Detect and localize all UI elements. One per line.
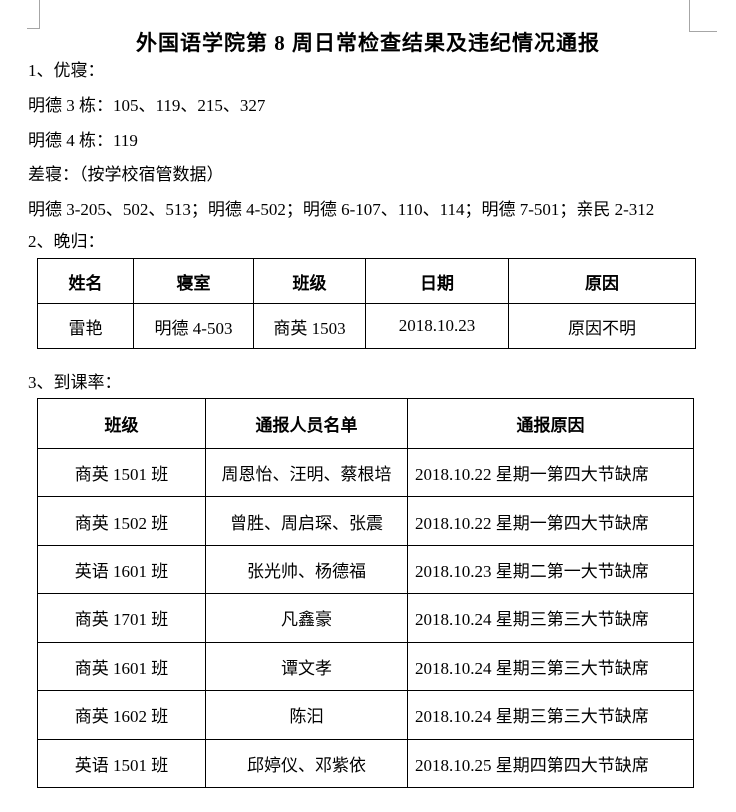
table-cell: 凡鑫豪 (205, 593, 408, 643)
table-cell: 2018.10.24 星期三第三大节缺席 (407, 641, 694, 692)
page-margin-mark-top-right (689, 0, 717, 32)
table-row: 商英 1502 班 曾胜、周启琛、张震 2018.10.22 星期一第四大节缺席 (37, 496, 694, 546)
attendance-header-row: 班级 通报人员名单 通报原因 (37, 398, 694, 449)
table-header-cell: 寝室 (133, 258, 254, 304)
table-row: 英语 1601 班 张光帅、杨德福 2018.10.23 星期二第一大节缺席 (37, 544, 694, 595)
table-cell: 商英 1501 班 (37, 447, 206, 498)
page-margin-mark-top-left (27, 0, 40, 29)
poor-dorms-list: 明德 3-205、502、513；明德 4-502；明德 6-107、110、1… (28, 200, 655, 219)
table-cell: 2018.10.23 (365, 303, 509, 349)
table-header-cell: 班级 (37, 398, 206, 449)
poor-dorms-heading: 差寝：（按学校宿管数据） (28, 165, 224, 184)
document-title: 外国语学院第 8 周日常检查结果及违纪情况通报 (136, 31, 600, 55)
table-header-cell: 原因 (508, 258, 696, 304)
table-header-cell: 通报原因 (407, 398, 694, 449)
table-cell: 原因不明 (508, 303, 696, 349)
table-cell: 邱婷仪、邓紫依 (205, 738, 408, 789)
table-cell: 2018.10.24 星期三第三大节缺席 (407, 690, 694, 740)
table-cell: 商英 1601 班 (37, 641, 206, 692)
table-row: 英语 1501 班 邱婷仪、邓紫依 2018.10.25 星期四第四大节缺席 (37, 738, 694, 789)
table-row: 商英 1701 班 凡鑫豪 2018.10.24 星期三第三大节缺席 (37, 593, 694, 643)
table-cell: 商英 1602 班 (37, 690, 206, 740)
table-cell: 明德 4-503 (133, 303, 254, 349)
section-3-heading: 3、到课率： (28, 373, 122, 392)
table-cell: 2018.10.23 星期二第一大节缺席 (407, 544, 694, 595)
table-cell: 商英 1701 班 (37, 593, 206, 643)
table-cell: 张光帅、杨德福 (205, 544, 408, 595)
table-row: 商英 1501 班 周恩怡、汪明、蔡根培 2018.10.22 星期一第四大节缺… (37, 447, 694, 498)
table-cell: 曾胜、周启琛、张震 (205, 496, 408, 546)
table-header-cell: 姓名 (37, 258, 134, 304)
section-1-heading: 1、优寝： (28, 61, 105, 80)
excellent-dorms-mingde4: 明德 4 栋：119 (28, 131, 138, 150)
late-return-header-row: 姓名 寝室 班级 日期 原因 (37, 258, 696, 304)
table-cell: 英语 1601 班 (37, 544, 206, 595)
attendance-table: 班级 通报人员名单 通报原因 商英 1501 班 周恩怡、汪明、蔡根培 2018… (37, 398, 694, 789)
table-row: 商英 1602 班 陈汩 2018.10.24 星期三第三大节缺席 (37, 690, 694, 740)
table-cell: 2018.10.22 星期一第四大节缺席 (407, 496, 694, 546)
table-header-cell: 日期 (365, 258, 509, 304)
table-cell: 周恩怡、汪明、蔡根培 (205, 447, 408, 498)
excellent-dorms-mingde3: 明德 3 栋：105、119、215、327 (28, 96, 266, 115)
table-cell: 英语 1501 班 (37, 738, 206, 789)
table-header-cell: 班级 (253, 258, 366, 304)
section-2-heading: 2、晚归： (28, 232, 105, 251)
table-header-cell: 通报人员名单 (205, 398, 408, 449)
table-cell: 2018.10.22 星期一第四大节缺席 (407, 447, 694, 498)
table-row: 商英 1601 班 谭文孝 2018.10.24 星期三第三大节缺席 (37, 641, 694, 692)
table-cell: 2018.10.25 星期四第四大节缺席 (407, 738, 694, 789)
late-return-table: 姓名 寝室 班级 日期 原因 雷艳 明德 4-503 商英 1503 2018.… (37, 258, 696, 349)
table-cell: 商英 1503 (253, 303, 366, 349)
table-cell: 2018.10.24 星期三第三大节缺席 (407, 593, 694, 643)
table-cell: 谭文孝 (205, 641, 408, 692)
table-cell: 陈汩 (205, 690, 408, 740)
table-row: 雷艳 明德 4-503 商英 1503 2018.10.23 原因不明 (37, 303, 696, 349)
table-cell: 商英 1502 班 (37, 496, 206, 546)
table-cell: 雷艳 (37, 303, 134, 349)
